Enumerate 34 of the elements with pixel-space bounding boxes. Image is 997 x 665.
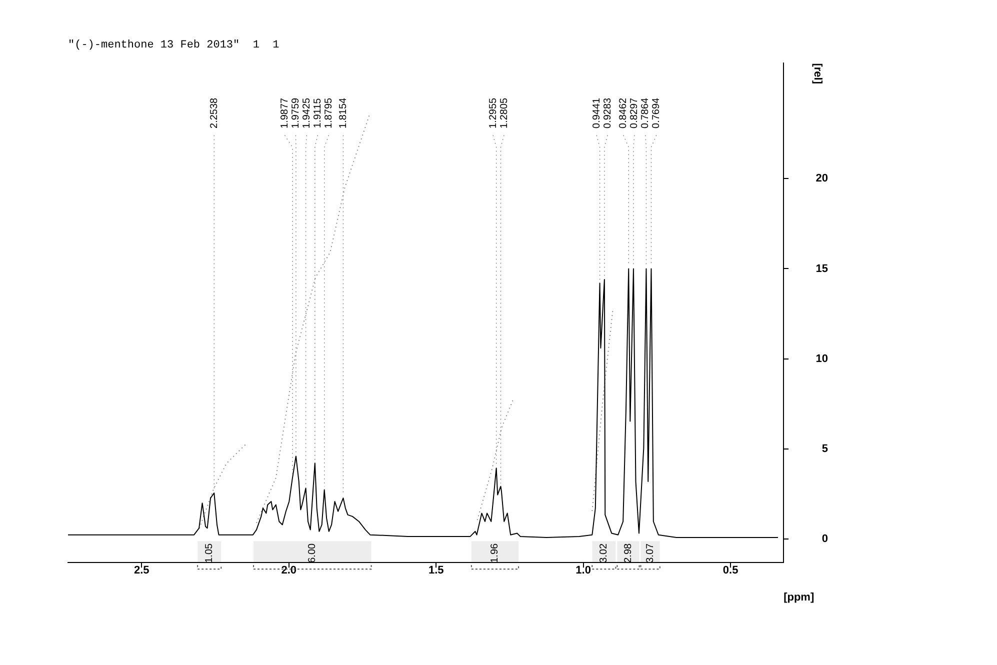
x-axis-title: [ppm] bbox=[784, 591, 814, 604]
y-tick-label: 20 bbox=[816, 172, 828, 185]
x-tick-label: 0.5 bbox=[722, 564, 738, 577]
y-axis-title: [rel] bbox=[811, 63, 824, 84]
annotation: 0.8462 bbox=[618, 97, 630, 128]
annotation: 1.9425 bbox=[301, 97, 312, 128]
y-tick-label: 10 bbox=[816, 352, 828, 365]
y-tick-label: 0 bbox=[822, 533, 828, 546]
x-tick-label: 2.0 bbox=[281, 564, 296, 577]
band-label: 6.00 bbox=[307, 542, 318, 563]
x-tick-label: 1.5 bbox=[428, 564, 444, 577]
y-tick-label: 15 bbox=[816, 262, 828, 275]
annotation: 1.2955 bbox=[488, 97, 499, 128]
annotation: 1.2805 bbox=[498, 97, 510, 128]
annotation: 1.8795 bbox=[323, 97, 334, 128]
annotation: 2.2538 bbox=[208, 97, 220, 128]
chart-title: "(-)-menthone 13 Feb 2013" 1 1 bbox=[68, 40, 280, 52]
y-tick-label: 5 bbox=[822, 443, 828, 456]
band-label: 3.02 bbox=[598, 542, 610, 563]
band-label: 1.96 bbox=[490, 542, 501, 563]
band-label: 1.05 bbox=[204, 542, 216, 563]
annotation: 0.8297 bbox=[629, 97, 640, 128]
annotation: 1.8154 bbox=[338, 97, 349, 128]
x-tick-label: 2.5 bbox=[134, 564, 150, 577]
annotation: 0.9283 bbox=[602, 97, 614, 128]
annotation: 0.7694 bbox=[651, 97, 662, 128]
annotation: 1.9759 bbox=[290, 97, 302, 128]
x-tick-label: 1.0 bbox=[576, 564, 591, 577]
annotation: 0.7864 bbox=[640, 97, 652, 128]
annotation: 0.9441 bbox=[591, 97, 602, 128]
annotation: 1.9115 bbox=[312, 98, 324, 128]
annotation: 1.9877 bbox=[279, 97, 290, 128]
band-label: 2.98 bbox=[622, 542, 634, 563]
band-label: 3.07 bbox=[645, 542, 656, 563]
